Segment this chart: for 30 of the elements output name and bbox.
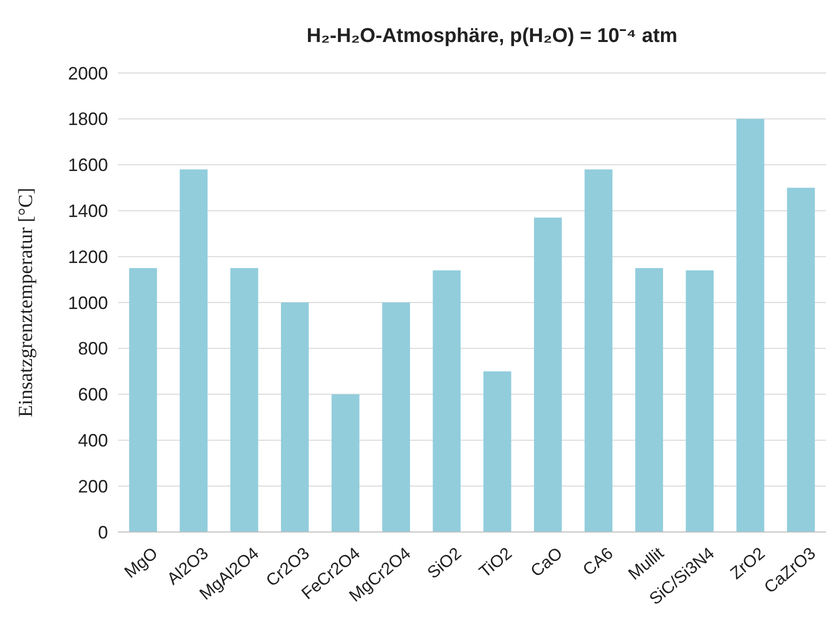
- y-tick-label: 1200: [68, 246, 108, 267]
- bar: [686, 270, 714, 532]
- y-tick-label: 600: [78, 384, 108, 405]
- bar: [736, 118, 764, 532]
- y-tick-label: 800: [78, 338, 108, 359]
- y-tick-label: 1400: [68, 201, 108, 221]
- y-tick-label: 200: [78, 476, 108, 496]
- bar: [432, 270, 461, 532]
- bar: [382, 302, 410, 532]
- bar: [584, 169, 612, 532]
- bar: [280, 302, 309, 532]
- y-tick-label: 0: [98, 522, 108, 542]
- y-tick-label: 1600: [68, 155, 108, 176]
- y-tick-label: 1000: [68, 292, 108, 313]
- x-tick-label: TiO2: [476, 544, 516, 582]
- bar: [635, 268, 664, 532]
- y-axis-title: Einsatzgrenztemperatur [°C]: [15, 188, 37, 418]
- x-tick-label: CaO: [527, 544, 566, 581]
- bar: [230, 268, 258, 532]
- bar: [129, 268, 157, 532]
- bar: [483, 371, 512, 532]
- y-tick-label: 1800: [68, 109, 108, 130]
- x-tick-label: CA6: [579, 544, 617, 580]
- y-tick-label: 2000: [68, 63, 108, 84]
- chart-title: H₂-H₂O-Atmosphäre, p(H₂O) = 10⁻⁴ atm: [306, 25, 678, 47]
- bar: [180, 169, 208, 532]
- bar: [534, 218, 562, 532]
- y-tick-label: 400: [78, 430, 108, 450]
- bar: [332, 394, 360, 532]
- bar: [787, 188, 815, 532]
